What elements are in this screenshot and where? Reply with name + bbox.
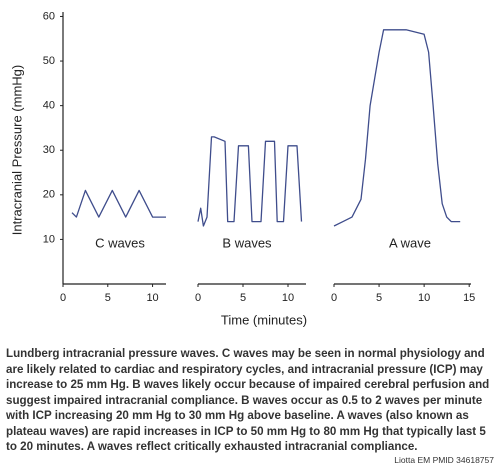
- panel-label: B waves: [222, 235, 272, 250]
- caption: Lundberg intracranial pressure waves. C …: [6, 347, 490, 453]
- chart: Time (minutes) 102030405060Intracranial …: [9, 10, 475, 327]
- x-tick-label: 5: [240, 292, 246, 304]
- x-tick-label: 0: [60, 292, 66, 304]
- line-series: [71, 189, 166, 218]
- x-tick-label: 10: [146, 292, 158, 304]
- x-tick-label: 5: [376, 292, 382, 304]
- y-tick-label: 20: [43, 189, 55, 201]
- x-axis-label: Time (minutes): [221, 312, 307, 327]
- x-tick-label: 10: [418, 292, 430, 304]
- x-tick-label: 10: [282, 292, 294, 304]
- y-tick-label: 50: [43, 55, 55, 67]
- x-tick-label: 0: [195, 292, 201, 304]
- y-tick-label: 10: [43, 233, 55, 245]
- y-tick-label: 60: [43, 10, 55, 22]
- x-tick-label: 5: [105, 292, 111, 304]
- panel-label: A wave: [389, 235, 431, 250]
- credit: Liotta EM PMID 34618757: [394, 455, 494, 465]
- y-tick-label: 30: [43, 144, 55, 156]
- y-axis-label: Intracranial Pressure (mmHg): [9, 65, 24, 236]
- y-tick-label: 40: [43, 100, 55, 112]
- x-tick-label: 0: [331, 292, 337, 304]
- line-series: [333, 29, 461, 227]
- x-tick-label: 15: [463, 292, 475, 304]
- panel-label: C waves: [95, 235, 145, 250]
- line-series: [197, 136, 303, 227]
